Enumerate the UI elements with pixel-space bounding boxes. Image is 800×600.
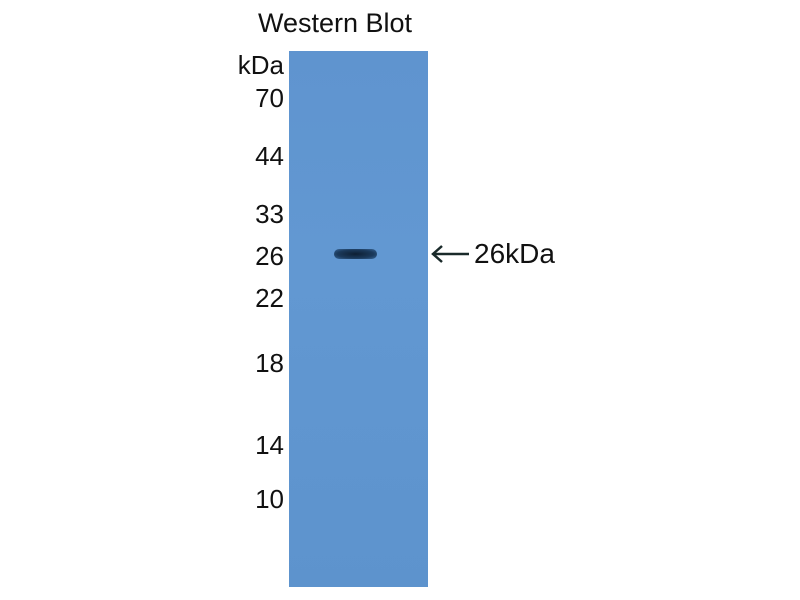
marker-14: 14 [255, 430, 284, 460]
marker-18: 18 [255, 348, 284, 378]
marker-22: 22 [255, 283, 284, 313]
marker-10: 10 [255, 484, 284, 514]
arrow-left-icon [431, 245, 469, 263]
marker-33: 33 [255, 199, 284, 229]
marker-26: 26 [255, 241, 284, 271]
protein-band [334, 249, 377, 259]
band-annotation: 26kDa [474, 238, 555, 269]
unit-label: kDa [237, 50, 284, 80]
marker-44: 44 [255, 141, 284, 171]
blot-title: Western Blot [258, 8, 413, 38]
marker-70: 70 [255, 83, 284, 113]
blot-membrane [289, 51, 428, 587]
